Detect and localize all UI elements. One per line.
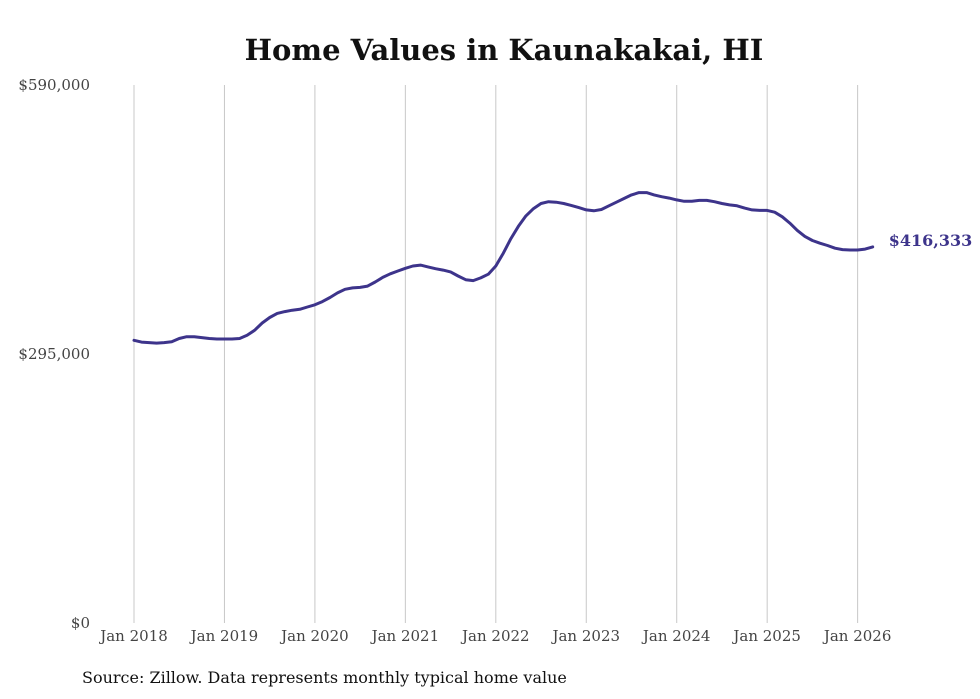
x-tick-label: Jan 2026 <box>822 627 892 645</box>
x-tick-label: Jan 2025 <box>731 627 801 645</box>
gridlines <box>133 85 859 623</box>
y-tick-label: $0 <box>71 614 90 632</box>
x-tick-label: Jan 2019 <box>189 627 259 645</box>
chart-title: Home Values in Kaunakakai, HI <box>245 33 764 67</box>
x-tick-label: Jan 2024 <box>641 627 711 645</box>
x-tick-label: Jan 2022 <box>460 627 530 645</box>
x-tick-label: Jan 2021 <box>370 627 440 645</box>
x-tick-label: Jan 2020 <box>279 627 349 645</box>
x-axis-ticks: Jan 2018 Jan 2019 Jan 2020 Jan 2021 Jan 2022… <box>98 627 891 645</box>
y-tick-label: $590,000 <box>18 76 90 94</box>
source-note: Source: Zillow. Data represents monthly … <box>82 668 567 687</box>
series-line-home-value <box>132 191 875 345</box>
y-axis-ticks: $590,000 $295,000 $0 <box>18 76 90 632</box>
x-tick-label: Jan 2018 <box>98 627 168 645</box>
y-tick-label: $295,000 <box>18 345 90 363</box>
end-value-label: $416,333 <box>889 231 973 250</box>
x-tick-label: Jan 2023 <box>550 627 620 645</box>
